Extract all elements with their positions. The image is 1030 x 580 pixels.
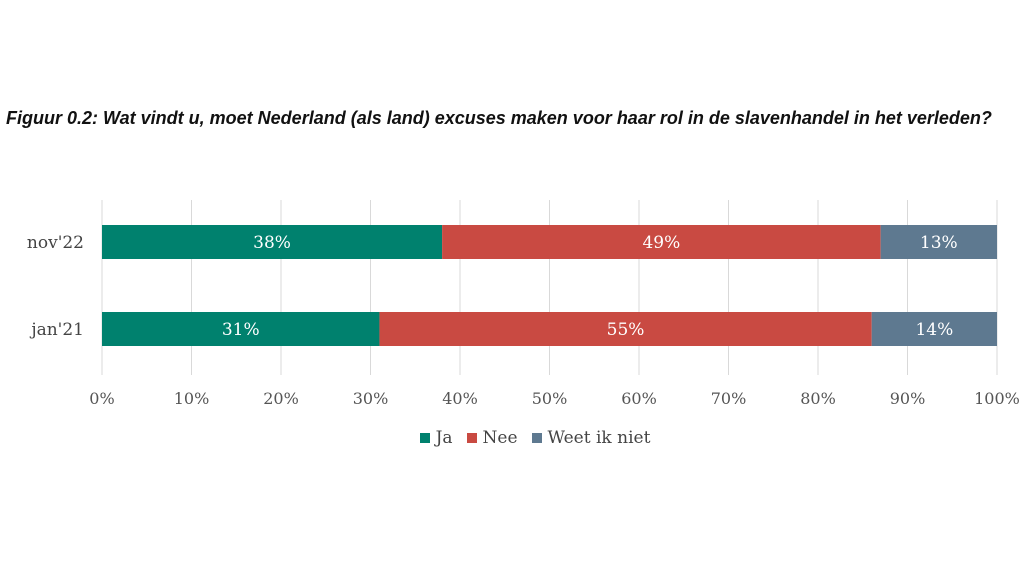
legend-swatch — [531, 433, 542, 443]
data-label: 31% — [222, 320, 260, 340]
x-tick-label: 40% — [442, 389, 478, 408]
category-labels: nov'22 jan'21 — [27, 233, 84, 340]
x-tick-label: 10% — [174, 389, 210, 408]
x-tick-label: 80% — [800, 389, 836, 408]
legend-swatch — [466, 433, 477, 443]
data-label: 49% — [642, 233, 680, 253]
legend-item: Weet ik niet — [531, 428, 651, 448]
x-tick-label: 20% — [263, 389, 299, 408]
bar-segment — [102, 225, 443, 259]
bar-segment — [442, 225, 881, 259]
x-tick-label: 30% — [353, 389, 389, 408]
legend-item: Nee — [466, 428, 518, 448]
bar-segment — [379, 312, 872, 346]
legend-label: Nee — [482, 428, 518, 448]
chart-title: Figuur 0.2: Wat vindt u, moet Nederland … — [6, 108, 992, 128]
legend: Ja Nee Weet ik niet — [20, 428, 1030, 448]
legend-swatch — [419, 433, 430, 443]
category-label: jan'21 — [29, 320, 84, 340]
category-label: nov'22 — [27, 233, 84, 253]
x-tick-label: 70% — [711, 389, 747, 408]
x-tick-label: 60% — [621, 389, 657, 408]
x-axis-ticks: 0% 10% 20% 30% 40% 50% 60% 70% 80% 90% 100% — [89, 389, 1020, 408]
x-tick-label: 100% — [974, 389, 1020, 408]
data-label: 55% — [607, 320, 645, 340]
bar-segment — [102, 312, 380, 346]
bar-segment — [871, 312, 997, 346]
legend-label: Ja — [435, 428, 453, 448]
bars: 38% 49% 13% 31% 55% 14% — [102, 225, 997, 346]
data-label: 38% — [253, 233, 291, 253]
x-tick-label: 0% — [89, 389, 114, 408]
data-label: 13% — [920, 233, 958, 253]
legend-label: Weet ik niet — [547, 428, 651, 448]
bar-segment — [880, 225, 997, 259]
x-tick-label: 50% — [532, 389, 568, 408]
x-tick-label: 90% — [890, 389, 926, 408]
legend-item: Ja — [419, 428, 453, 448]
data-label: 14% — [915, 320, 953, 340]
